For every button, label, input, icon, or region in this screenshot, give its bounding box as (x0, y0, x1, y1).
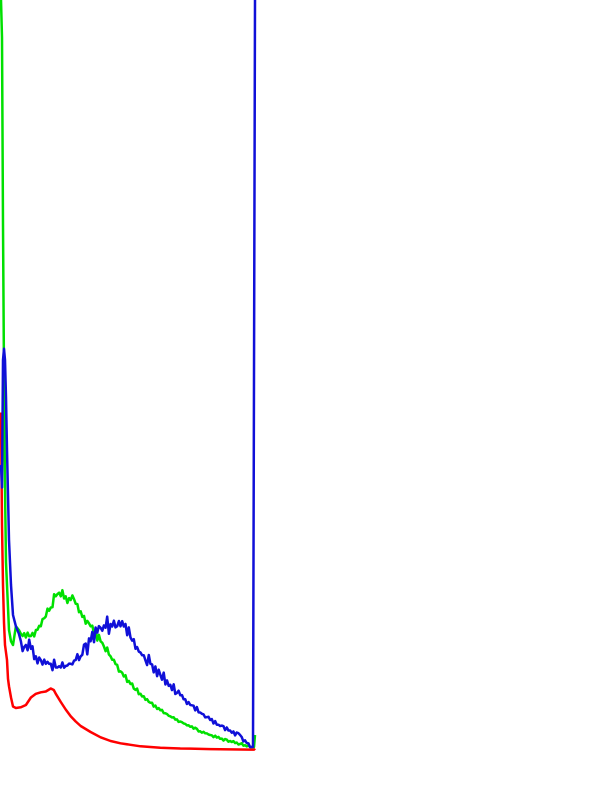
blue-series-line (0, 0, 257, 749)
green-series-line (0, 0, 257, 749)
red-series-line (0, 412, 256, 751)
